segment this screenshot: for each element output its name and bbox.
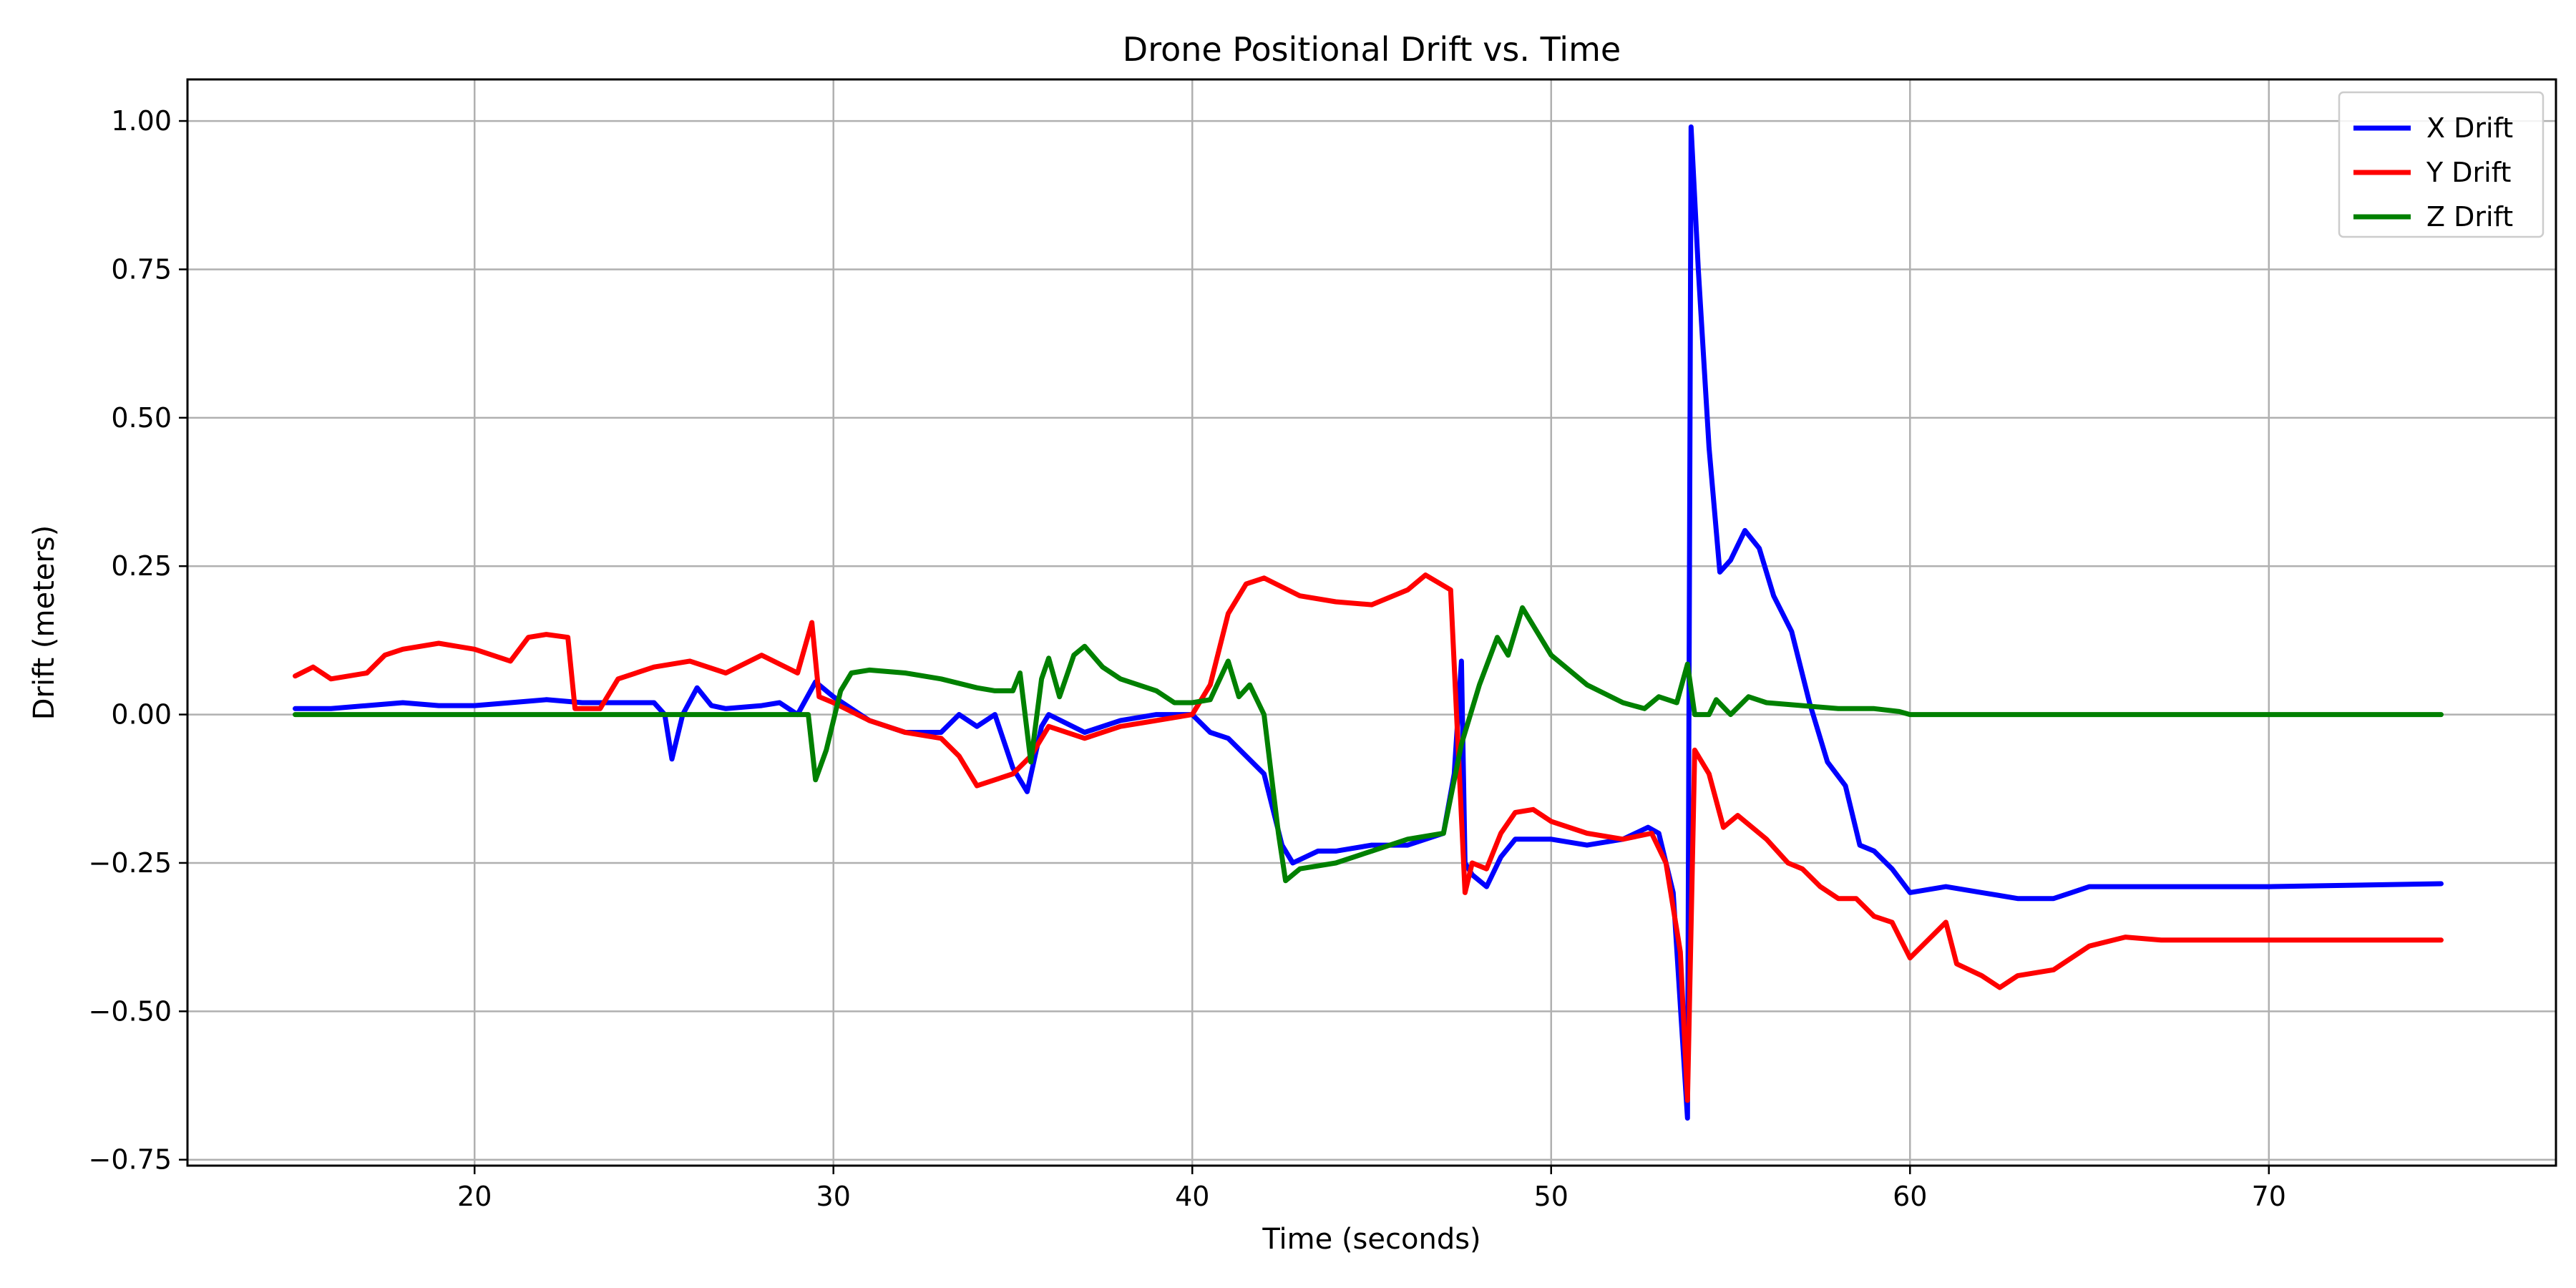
x-tick-label: 40: [1175, 1181, 1209, 1212]
series-line-y-drift: [293, 572, 2444, 1103]
legend-label: X Drift: [2426, 112, 2513, 144]
legend-label: Y Drift: [2426, 157, 2511, 188]
x-tick-label: 20: [457, 1181, 492, 1212]
x-tick-label: 60: [1893, 1181, 1927, 1212]
series-layer: [293, 124, 2444, 1121]
y-tick-label: 0.50: [111, 402, 172, 434]
tick-layer: 20 30 40 50 60 70 1.00 0.75 0.50 0.25 0.00 −0.25 −0.…: [89, 105, 2286, 1212]
y-tick-label: −0.75: [89, 1144, 172, 1176]
y-tick-label: 0.00: [111, 699, 172, 731]
legend-label: Z Drift: [2426, 201, 2513, 233]
y-tick-label: −0.25: [89, 847, 172, 879]
y-tick-label: −0.50: [89, 995, 172, 1027]
y-tick-label: 1.00: [111, 105, 172, 137]
x-axis-label: Time (seconds): [1262, 1223, 1480, 1256]
y-tick-label: 0.75: [111, 253, 172, 285]
x-tick-label: 30: [816, 1181, 851, 1212]
x-tick-label: 50: [1534, 1181, 1568, 1212]
y-tick-label: 0.25: [111, 550, 172, 582]
chart-title: Drone Positional Drift vs. Time: [1123, 30, 1621, 69]
legend: X Drift Y Drift Z Drift: [2338, 91, 2545, 238]
plot-frame: [186, 78, 2557, 1167]
y-axis-label: Drift (meters): [28, 525, 61, 721]
series-line-z-drift: [293, 605, 2444, 884]
series-line-x-drift: [293, 124, 2444, 1121]
x-tick-label: 70: [2252, 1181, 2286, 1212]
